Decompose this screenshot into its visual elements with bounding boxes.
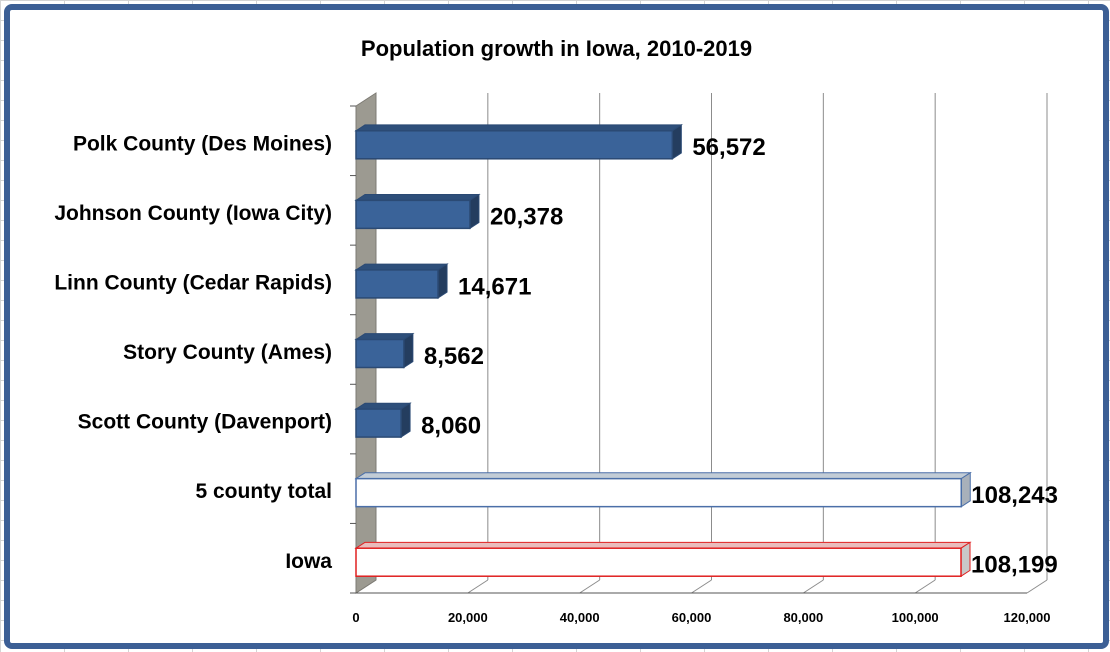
category-label: Iowa bbox=[285, 550, 332, 573]
bar-top bbox=[354, 194, 481, 201]
bar-side bbox=[960, 541, 971, 578]
category-label: Scott County (Davenport) bbox=[78, 411, 332, 434]
x-tick-label: 40,000 bbox=[560, 610, 600, 625]
floor-gridline bbox=[691, 579, 712, 594]
data-label: 14,671 bbox=[458, 273, 531, 300]
data-label: 56,572 bbox=[692, 134, 765, 161]
category-label: Linn County (Cedar Rapids) bbox=[54, 271, 332, 294]
bar-top bbox=[354, 124, 684, 132]
bar bbox=[355, 338, 405, 369]
x-tick-label: 120,000 bbox=[1004, 610, 1051, 625]
category-label: Story County (Ames) bbox=[123, 341, 332, 364]
bar-top bbox=[354, 541, 972, 549]
bar-chart: 0 20,000 40,000 60,000 80,000 100,000 120,000 5… bbox=[54, 92, 1058, 625]
floor-gridline bbox=[467, 579, 489, 594]
data-label: 108,243 bbox=[971, 482, 1058, 509]
bar bbox=[355, 130, 674, 160]
floor-gridline bbox=[579, 579, 600, 594]
category-label: Polk County (Des Moines) bbox=[73, 132, 332, 155]
bar bbox=[355, 269, 439, 299]
bar-side bbox=[403, 332, 414, 369]
data-label: 108,199 bbox=[971, 552, 1058, 579]
data-label: 8,060 bbox=[421, 412, 481, 439]
bar-top bbox=[354, 263, 449, 271]
bar bbox=[355, 408, 402, 438]
category-label: 5 county total bbox=[195, 480, 332, 503]
bar bbox=[355, 477, 963, 508]
floor-gridline bbox=[803, 579, 824, 594]
x-tick-label: 60,000 bbox=[672, 610, 712, 625]
bar-side bbox=[671, 124, 682, 160]
floor-gridline bbox=[914, 579, 936, 594]
x-tick-label: 80,000 bbox=[783, 610, 823, 625]
category-label: Johnson County (Iowa City) bbox=[54, 202, 332, 225]
bar-top bbox=[354, 472, 972, 480]
bar bbox=[355, 547, 962, 577]
bar-side bbox=[960, 471, 971, 508]
data-label: 8,562 bbox=[424, 343, 484, 370]
chart-title: Population growth in Iowa, 2010-2019 bbox=[360, 36, 753, 61]
bar bbox=[355, 199, 471, 230]
x-tick-label: 0 bbox=[352, 610, 359, 625]
x-tick-label: 20,000 bbox=[448, 610, 488, 625]
bar-side bbox=[469, 193, 480, 230]
chart-frame[interactable]: Population growth in Iowa, 2010-2019 0 20… bbox=[4, 4, 1109, 649]
bar-side bbox=[400, 402, 411, 438]
data-label: 20,378 bbox=[490, 204, 563, 231]
floor-gridline bbox=[1026, 579, 1048, 594]
bar-side bbox=[437, 263, 448, 299]
x-tick-label: 100,000 bbox=[892, 610, 939, 625]
